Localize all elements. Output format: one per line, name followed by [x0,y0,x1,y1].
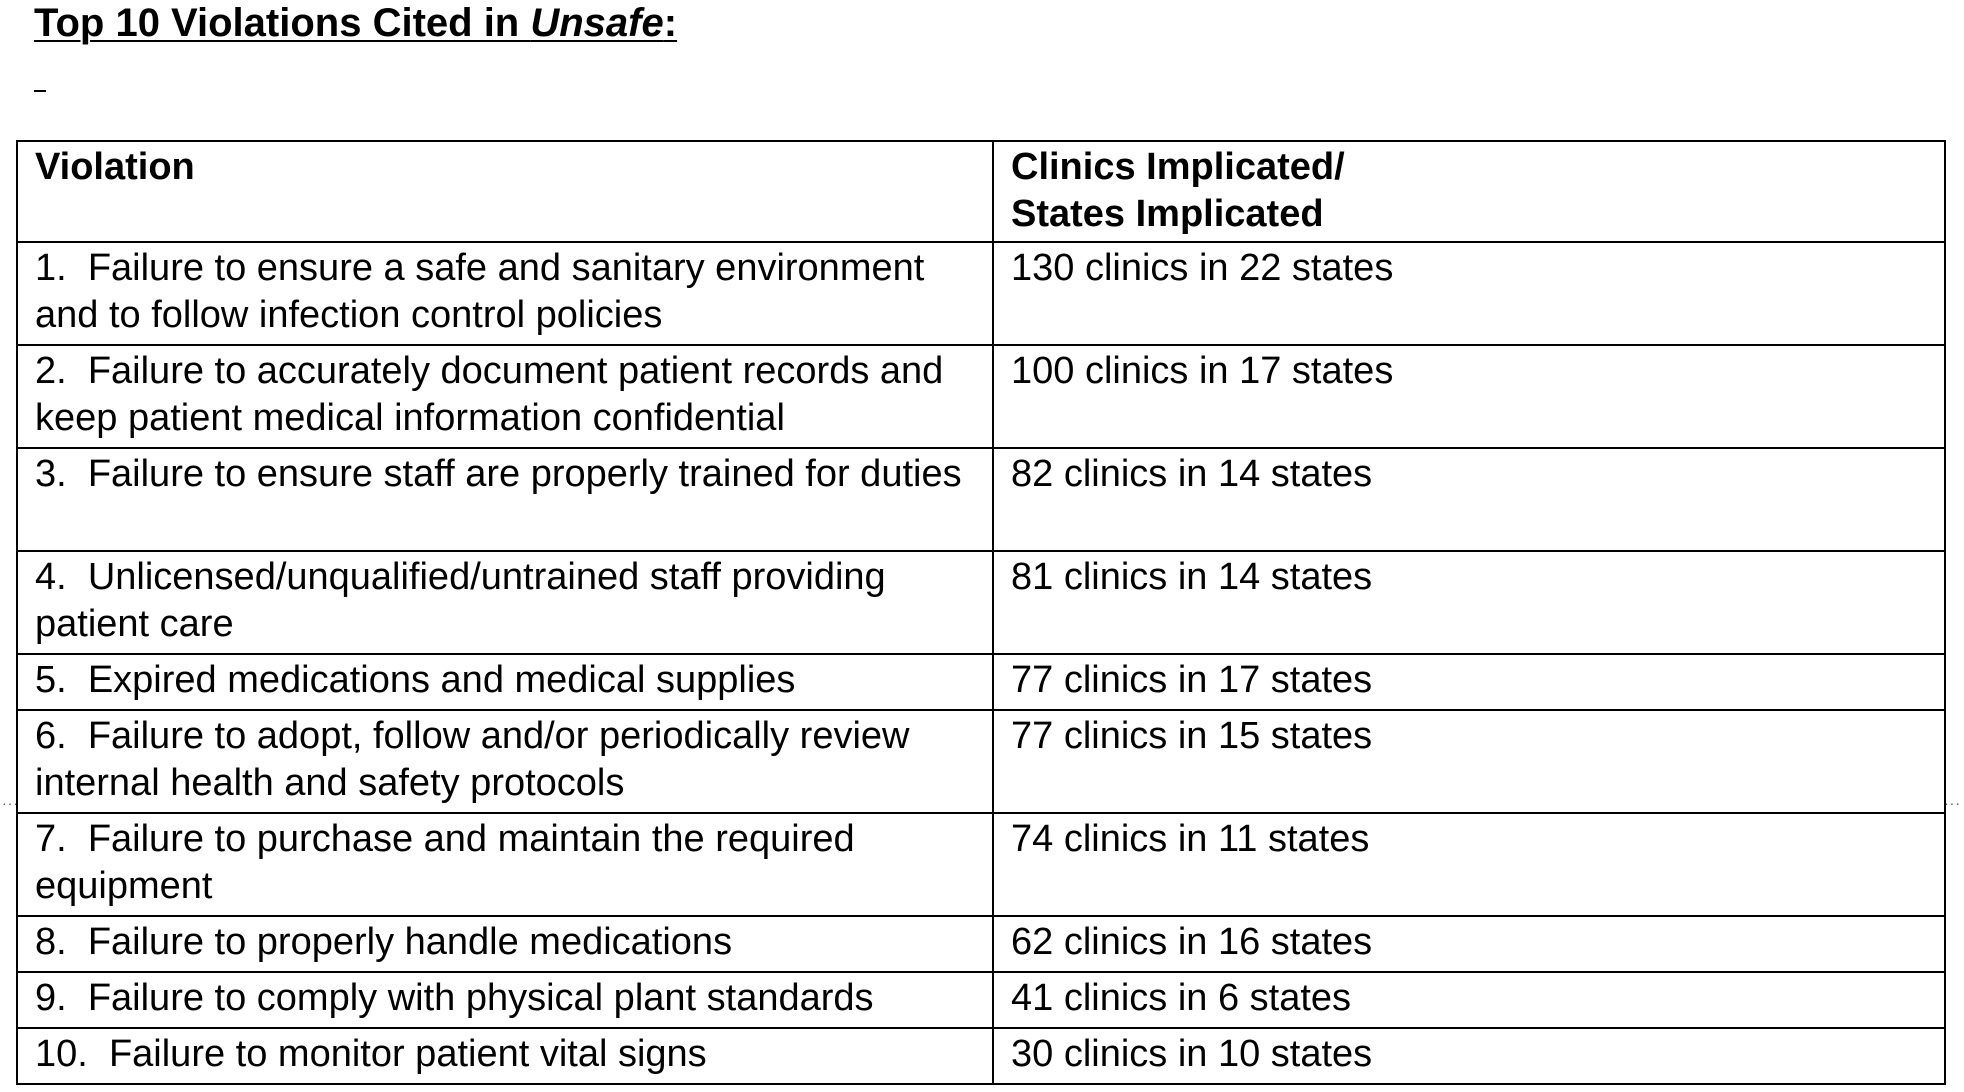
table-row: 1. Failure to ensure a safe and sanitary… [16,241,1946,346]
header-states-line: States Implicated [1011,193,1324,235]
table-row: 4. Unlicensed/unqualified/untrained staf… [16,550,1946,655]
violation-cell: 8. Failure to properly handle medication… [16,915,994,973]
table-row: 2. Failure to accurately document patien… [16,344,1946,449]
row-number: 8. [35,921,67,963]
row-number: 5. [35,659,67,701]
violation-text: Failure to ensure a safe and sanitary en… [35,247,925,336]
implicated-cell: 82 clinics in 14 states [992,447,1946,552]
row-number: 6. [35,715,67,757]
violation-text: Failure to comply with physical plant st… [87,977,874,1019]
violation-text: Expired medications and medical supplies [87,659,796,701]
row-number: 4. [35,556,67,598]
page-title: Top 10 Violations Cited in Unsafe: [34,0,677,46]
implicated-cell: 130 clinics in 22 states [992,241,1946,346]
table-row: 3. Failure to ensure staff are properly … [16,447,1946,552]
row-number: 1. [35,247,67,289]
table-row: 5. Expired medications and medical suppl… [16,653,1946,711]
violation-cell: 2. Failure to accurately document patien… [16,344,994,449]
row-number: 2. [35,350,67,392]
stray-underline-mark [34,90,46,92]
table-row: 7. Failure to purchase and maintain the … [16,812,1946,917]
violation-text: Failure to monitor patient vital signs [108,1033,707,1075]
violation-cell: 4. Unlicensed/unqualified/untrained staf… [16,550,994,655]
implicated-cell: 74 clinics in 11 states [992,812,1946,917]
violation-text: Unlicensed/unqualified/untrained staff p… [35,556,886,645]
implicated-cell: 77 clinics in 15 states [992,709,1946,814]
table-row: 8. Failure to properly handle medication… [16,915,1946,973]
violation-text: Failure to ensure staff are properly tra… [87,453,962,495]
implicated-cell: 81 clinics in 14 states [992,550,1946,655]
violation-cell: 9. Failure to comply with physical plant… [16,971,994,1029]
implicated-cell: 62 clinics in 16 states [992,915,1946,973]
implicated-cell: 41 clinics in 6 states [992,971,1946,1029]
header-violation: Violation [16,140,994,243]
right-margin-dots: ··· [1944,795,1961,811]
row-number: 10. [35,1033,88,1075]
violation-cell: 5. Expired medications and medical suppl… [16,653,994,711]
violation-text: Failure to adopt, follow and/or periodic… [35,715,910,804]
table-row: 9. Failure to comply with physical plant… [16,971,1946,1029]
implicated-cell: 77 clinics in 17 states [992,653,1946,711]
row-number: 3. [35,453,67,495]
implicated-cell: 100 clinics in 17 states [992,344,1946,449]
title-emphasis: Unsafe [530,1,664,45]
table-header-row: Violation Clinics Implicated/States Impl… [16,140,1946,243]
title-suffix: : [663,1,678,45]
violation-cell: 1. Failure to ensure a safe and sanitary… [16,241,994,346]
title-prefix: Top 10 Violations Cited in [34,1,531,45]
violation-text: Failure to accurately document patient r… [35,350,944,439]
violation-cell: 10. Failure to monitor patient vital sig… [16,1027,994,1085]
left-margin-dots: ··· [2,795,19,811]
table-row: 10. Failure to monitor patient vital sig… [16,1027,1946,1085]
violation-text: Failure to properly handle medications [87,921,733,963]
violation-text: Failure to purchase and maintain the req… [35,818,855,907]
row-number: 7. [35,818,67,860]
implicated-cell: 30 clinics in 10 states [992,1027,1946,1085]
violation-cell: 7. Failure to purchase and maintain the … [16,812,994,917]
violation-cell: 6. Failure to adopt, follow and/or perio… [16,709,994,814]
header-clinics-line: Clinics Implicated/ [1011,146,1345,188]
header-clinics-states: Clinics Implicated/States Implicated [992,140,1946,243]
row-number: 9. [35,977,67,1019]
violation-cell: 3. Failure to ensure staff are properly … [16,447,994,552]
violations-table: Violation Clinics Implicated/States Impl… [16,140,1946,1085]
table-row: 6. Failure to adopt, follow and/or perio… [16,709,1946,814]
